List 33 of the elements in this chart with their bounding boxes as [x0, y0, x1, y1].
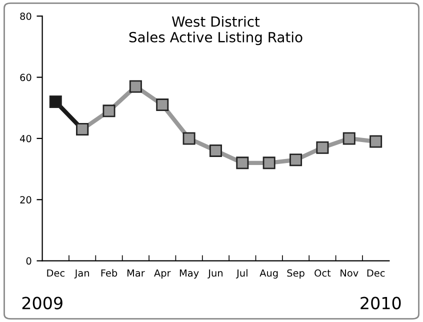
x-tick-label: Dec — [47, 269, 64, 277]
point — [236, 156, 249, 170]
x-tick-label: Sep — [287, 269, 304, 279]
y-tick-label: 80 — [20, 12, 32, 20]
y-tick-label: 0 — [26, 257, 32, 265]
x-tick-label: Mar — [127, 269, 145, 277]
point — [102, 104, 116, 118]
y-tick-label: 40 — [20, 134, 32, 142]
x-tick-label: Feb — [101, 269, 118, 277]
point — [370, 135, 382, 148]
point — [262, 156, 276, 170]
text: 2009 — [22, 296, 62, 310]
x-tick-label: Nov — [340, 269, 358, 277]
x-tick-label: Jun — [208, 269, 222, 278]
y-tick-label: 60 — [20, 74, 32, 82]
point — [156, 98, 169, 112]
x-tick-label: Aug — [260, 269, 278, 279]
point — [342, 132, 356, 145]
point — [182, 132, 196, 145]
x-tick-label: Apr — [154, 269, 171, 279]
point — [129, 80, 142, 93]
x-tick-label: May — [180, 269, 199, 279]
point — [49, 96, 62, 108]
text: 2010 — [360, 296, 401, 310]
point — [209, 144, 222, 157]
y-tick-label: 20 — [20, 196, 32, 204]
x-tick-label: Dec — [367, 269, 385, 277]
text: West District Sales Active Listing Ratio — [129, 16, 302, 46]
x-tick-label: Oct — [314, 269, 331, 277]
x-tick-label: Jul — [236, 269, 248, 278]
x-tick-label: Jan — [74, 269, 89, 278]
point — [290, 154, 302, 166]
point — [316, 141, 329, 154]
